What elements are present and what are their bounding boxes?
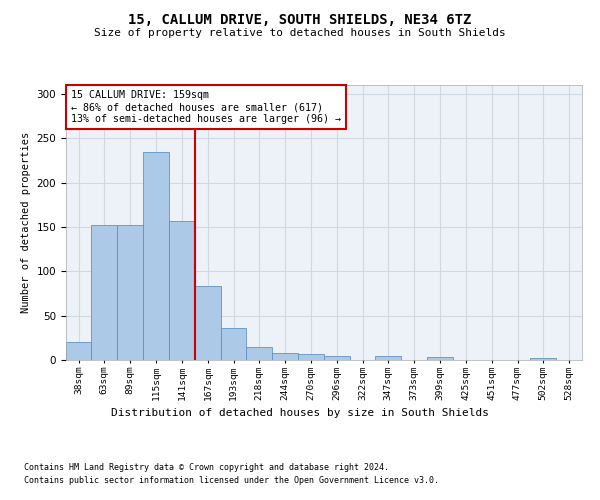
Text: Contains HM Land Registry data © Crown copyright and database right 2024.: Contains HM Land Registry data © Crown c… — [24, 462, 389, 471]
Bar — [298, 354, 323, 360]
Bar — [143, 152, 169, 360]
Bar — [376, 356, 401, 360]
Bar — [67, 342, 91, 360]
Text: 15, CALLUM DRIVE, SOUTH SHIELDS, NE34 6TZ: 15, CALLUM DRIVE, SOUTH SHIELDS, NE34 6T… — [128, 12, 472, 26]
Text: Size of property relative to detached houses in South Shields: Size of property relative to detached ho… — [94, 28, 506, 38]
Bar — [169, 220, 194, 360]
Bar — [247, 346, 272, 360]
Y-axis label: Number of detached properties: Number of detached properties — [21, 132, 31, 313]
Bar — [427, 358, 452, 360]
Bar — [272, 353, 298, 360]
Bar — [91, 225, 116, 360]
Text: Distribution of detached houses by size in South Shields: Distribution of detached houses by size … — [111, 408, 489, 418]
Bar — [325, 356, 350, 360]
Bar — [221, 328, 245, 360]
Text: Contains public sector information licensed under the Open Government Licence v3: Contains public sector information licen… — [24, 476, 439, 485]
Text: 15 CALLUM DRIVE: 159sqm
← 86% of detached houses are smaller (617)
13% of semi-d: 15 CALLUM DRIVE: 159sqm ← 86% of detache… — [71, 90, 341, 124]
Bar — [118, 225, 143, 360]
Bar — [530, 358, 556, 360]
Bar — [196, 286, 221, 360]
